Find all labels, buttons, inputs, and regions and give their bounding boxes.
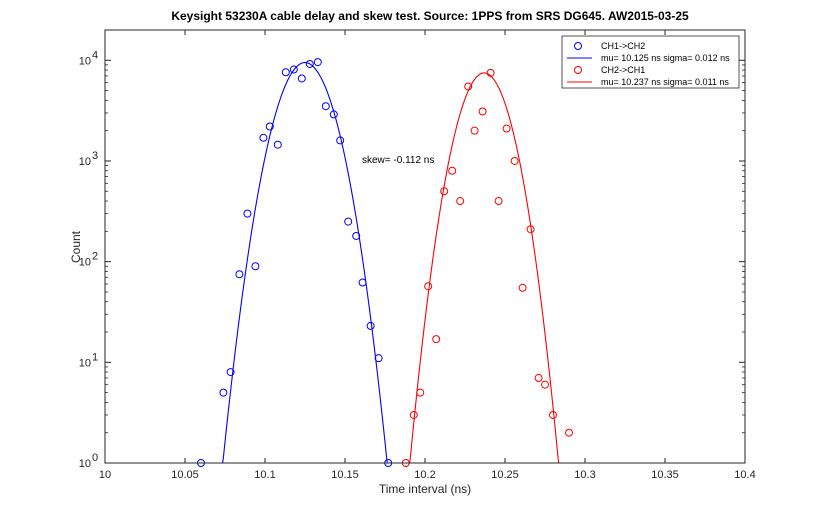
y-tick-label: 10 [79,458,91,470]
data-point-ch2-ch1 [565,428,573,437]
data-point-ch2-ch1 [470,126,479,135]
data-point-ch2-ch1 [478,107,487,116]
data-point-ch1-ch2 [259,133,268,142]
plot-background [105,30,745,463]
data-point-ch1-ch2 [313,58,322,67]
data-point-ch1-ch2 [297,74,306,83]
data-point-ch1-ch2 [219,388,228,397]
data-point-ch1-ch2 [358,278,367,287]
data-point-ch2-ch1 [416,388,425,397]
data-point-ch1-ch2 [226,368,235,377]
data-point-ch1-ch2 [273,140,282,149]
y-tick-label: 10 [79,257,91,269]
fit-line-1 [217,61,393,464]
data-point-ch2-ch1 [541,380,549,389]
data-point-ch2-ch1 [526,225,535,234]
data-point-ch2-ch1 [534,373,543,382]
data-point-ch1-ch2 [366,321,375,330]
data-point-ch1-ch2 [251,262,260,271]
x-tick-label: 10.25 [491,469,519,481]
y-tick-exponent: 4 [92,49,98,61]
data-point-ch1-ch2 [289,65,298,74]
x-tick-label: 10.35 [651,469,679,481]
x-axis-label: Time interval (ns) [379,482,471,496]
chart-title: Keysight 53230A cable delay and skew tes… [171,9,689,23]
fit-line-2 [409,72,561,464]
data-point-ch1-ch2 [243,209,252,218]
legend-marker-ch2-ch1 [574,66,582,74]
y-tick-exponent: 2 [92,251,98,263]
x-axis: 10 10.05 10.1 10.15 10.2 10.25 10.3 10.35 10.4 [99,30,756,481]
data-point-ch2-ch1 [494,197,503,206]
data-point-ch1-ch2 [321,102,330,111]
data-point-ch1-ch2 [374,354,383,363]
legend-entry-ch1-ch2: CH1->CH2 [601,41,645,51]
data-point-ch2-ch1 [464,82,473,91]
y-tick-label: 10 [79,55,91,67]
data-point-ch2-ch1 [424,282,433,291]
legend-marker-ch1-ch2 [574,42,582,50]
data-point-ch1-ch2 [305,59,314,68]
data-point-ch2-ch1 [549,410,557,419]
data-point-ch2-ch1 [502,124,511,133]
legend: CH1->CH2 mu= 10.125 ns sigma= 0.012 ns C… [561,35,740,89]
data-point-ch2-ch1 [432,335,441,344]
data-point-ch2-ch1 [486,68,495,77]
legend-entry-fit-1: mu= 10.125 ns sigma= 0.012 ns [601,53,730,63]
x-tick-label: 10.4 [734,469,755,481]
fit-lines [217,61,561,464]
data-point-ch1-ch2 [352,231,361,240]
data-point-ch1-ch2 [329,110,338,119]
x-tick-label: 10.05 [171,469,199,481]
y-tick-exponent: 1 [92,351,98,363]
data-point-ch1-ch2 [336,136,345,145]
x-tick-label: 10.15 [331,469,359,481]
data-point-ch1-ch2 [235,270,244,279]
data-point-ch2-ch1 [456,197,465,206]
skew-annotation: skew= -0.112 ns [362,155,434,166]
y-tick-exponent: 0 [92,452,98,464]
data-point-ch1-ch2 [265,122,274,131]
data-point-ch2-ch1 [448,166,457,175]
data-point-ch1-ch2 [344,217,353,226]
legend-entry-fit-2: mu= 10.237 ns sigma= 0.011 ns [601,77,729,87]
data-point-ch2-ch1 [409,410,418,419]
x-tick-label: 10.1 [254,469,275,481]
y-tick-exponent: 3 [92,150,98,162]
x-tick-label: 10.2 [414,469,435,481]
data-point-ch2-ch1 [518,283,527,292]
y-axis-label: Count [69,230,83,263]
x-tick-label: 10.3 [574,469,595,481]
legend-box [561,35,740,89]
data-point-ch1-ch2 [281,68,290,77]
x-tick-label: 10 [99,469,111,481]
y-tick-label: 10 [79,156,91,168]
plot-area: 10 10.05 10.1 10.15 10.2 10.25 10.3 10.35 10.4 1… [79,29,756,481]
data-point-ch2-ch1 [440,187,449,196]
y-tick-label: 10 [79,357,91,369]
data-point-ch2-ch1 [510,156,519,165]
legend-entry-ch2-ch1: CH2->CH1 [601,65,645,75]
